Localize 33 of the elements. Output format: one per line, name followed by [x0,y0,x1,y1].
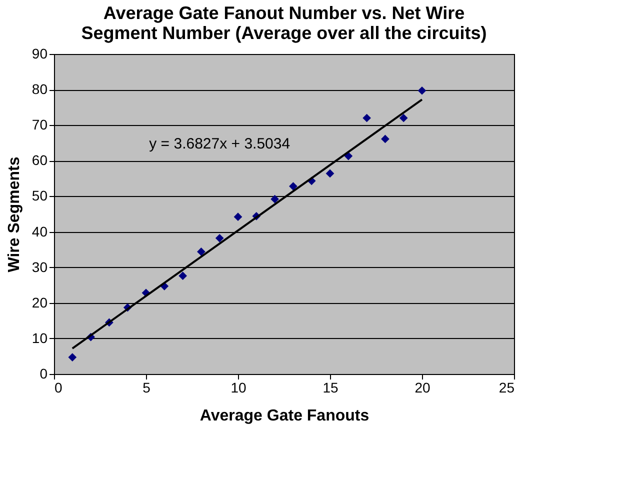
point [68,353,77,362]
y-tick-label: 60 [32,152,48,168]
point [289,182,298,190]
point [215,234,224,242]
point [344,152,353,160]
y-tick-label: 70 [32,116,48,133]
point [178,272,187,280]
point [362,114,371,122]
y-tick-label: 20 [32,294,48,310]
y-tick-label: 0 [40,366,48,382]
y-axis-title: Wire Segments [6,156,23,272]
point [270,194,279,204]
x-tick-label: 10 [230,380,246,396]
point [326,169,334,178]
point [234,212,242,222]
x-tick-label: 15 [322,380,338,396]
x-tick-label: 5 [142,380,151,396]
x-tick-label: 0 [54,380,62,396]
point [197,248,206,256]
x-axis-title: Average Gate Fanouts [200,408,370,424]
y-tick-label: 10 [32,330,48,346]
y-tick-label: 80 [32,81,48,98]
x-tick-label: 25 [498,380,515,396]
point [399,114,408,122]
annotation: y = 3.6827x + 3.5034 [149,136,290,153]
chart-title: Average Gate Fanout Number vs. Net Wire Segment Number (Average over all the circuits) [81,3,487,43]
y-tick-label: 90 [32,46,48,62]
point [381,134,390,144]
y-tick-label: 50 [32,188,48,204]
point [418,86,426,95]
y-tick-label: 30 [32,258,48,275]
y-tick-label: 40 [32,223,48,240]
x-tick-label: 20 [414,380,430,396]
